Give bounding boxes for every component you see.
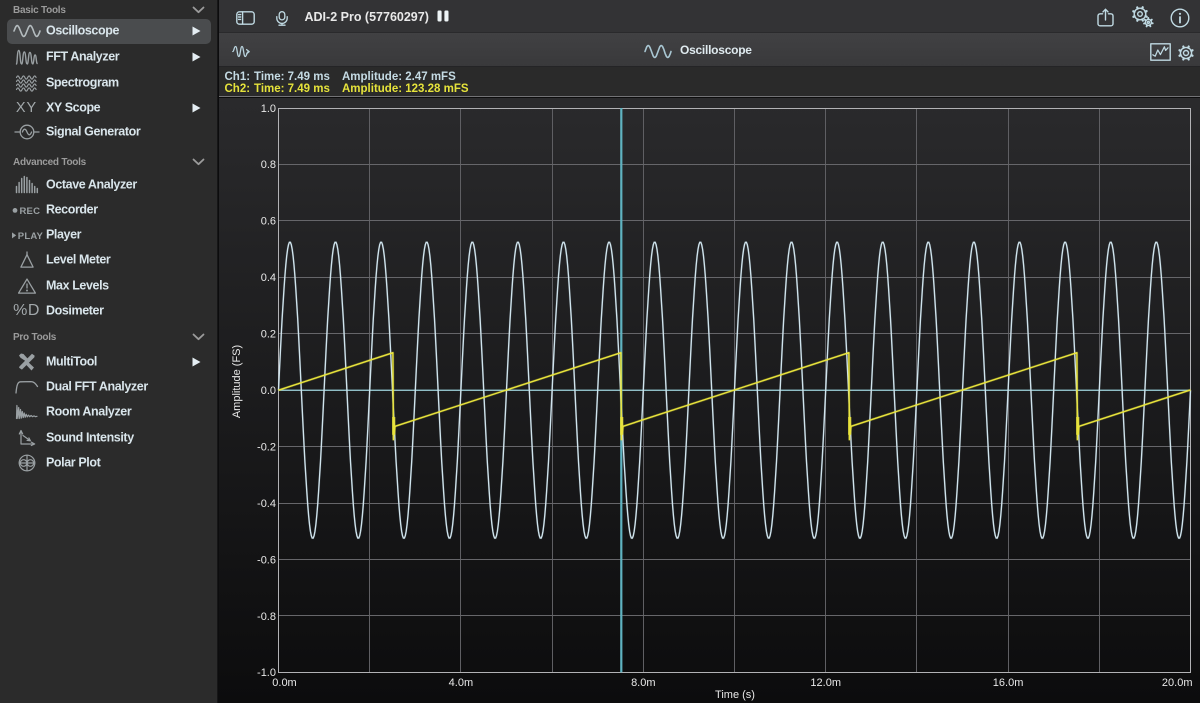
svg-text:1.0: 1.0 xyxy=(261,103,276,115)
svg-text:-0.2: -0.2 xyxy=(257,441,276,453)
svg-text:0.2: 0.2 xyxy=(261,329,276,341)
svg-text:4.0m: 4.0m xyxy=(449,677,473,689)
svg-text:20.0m: 20.0m xyxy=(1162,677,1193,689)
svg-text:Amplitude (FS): Amplitude (FS) xyxy=(231,345,243,418)
svg-text:0.0: 0.0 xyxy=(261,385,276,397)
svg-text:0.6: 0.6 xyxy=(261,216,276,228)
svg-text:-0.4: -0.4 xyxy=(257,498,276,510)
svg-text:0.4: 0.4 xyxy=(261,272,276,284)
svg-text:PLAY: PLAY xyxy=(17,231,43,242)
svg-text:12.0m: 12.0m xyxy=(810,677,841,689)
svg-text:0.0m: 0.0m xyxy=(272,677,296,689)
svg-text:0.8: 0.8 xyxy=(261,159,276,171)
svg-text:-0.8: -0.8 xyxy=(257,611,276,623)
svg-text:8.0m: 8.0m xyxy=(631,677,655,689)
svg-text:-0.6: -0.6 xyxy=(257,554,276,566)
svg-text:-1.0: -1.0 xyxy=(257,667,276,679)
svg-text:16.0m: 16.0m xyxy=(993,677,1024,689)
svg-text:Time (s): Time (s) xyxy=(715,689,755,701)
svg-text:REC: REC xyxy=(19,206,40,217)
